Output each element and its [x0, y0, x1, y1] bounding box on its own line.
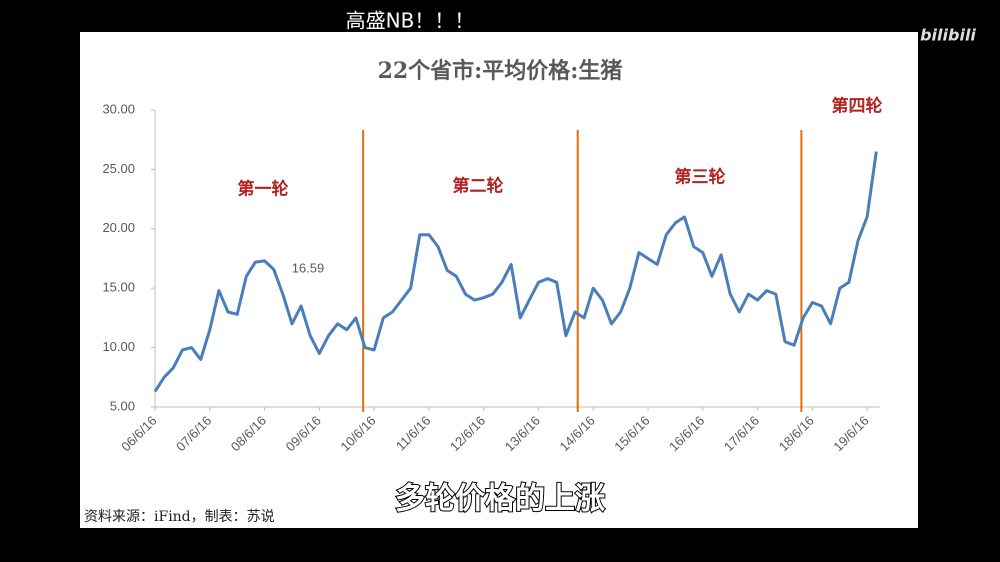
watermark: bilibili [920, 26, 976, 45]
y-tick-label: 20.00 [102, 220, 135, 235]
caption: 多轮价格的上涨 [395, 482, 605, 517]
round-label: 第一轮 [238, 179, 289, 200]
source-note: 资料来源：iFind，制表：苏说 [84, 509, 275, 525]
round-label: 第二轮 [453, 176, 504, 197]
overlay-text: 高盛NB！！！ [346, 9, 475, 33]
round-label: 第四轮 [832, 96, 883, 117]
chart-title: 22个省市:平均价格:生猪 [378, 58, 623, 84]
y-tick-label: 5.00 [110, 398, 135, 413]
y-tick-label: 25.00 [102, 161, 135, 176]
y-tick-label: 15.00 [102, 280, 135, 295]
y-tick-label: 30.00 [102, 101, 135, 116]
chart-panel [80, 32, 918, 528]
data-label: 16.59 [292, 261, 325, 276]
round-label: 第三轮 [675, 167, 726, 188]
y-tick-label: 10.00 [102, 339, 135, 354]
price-line [153, 151, 878, 393]
